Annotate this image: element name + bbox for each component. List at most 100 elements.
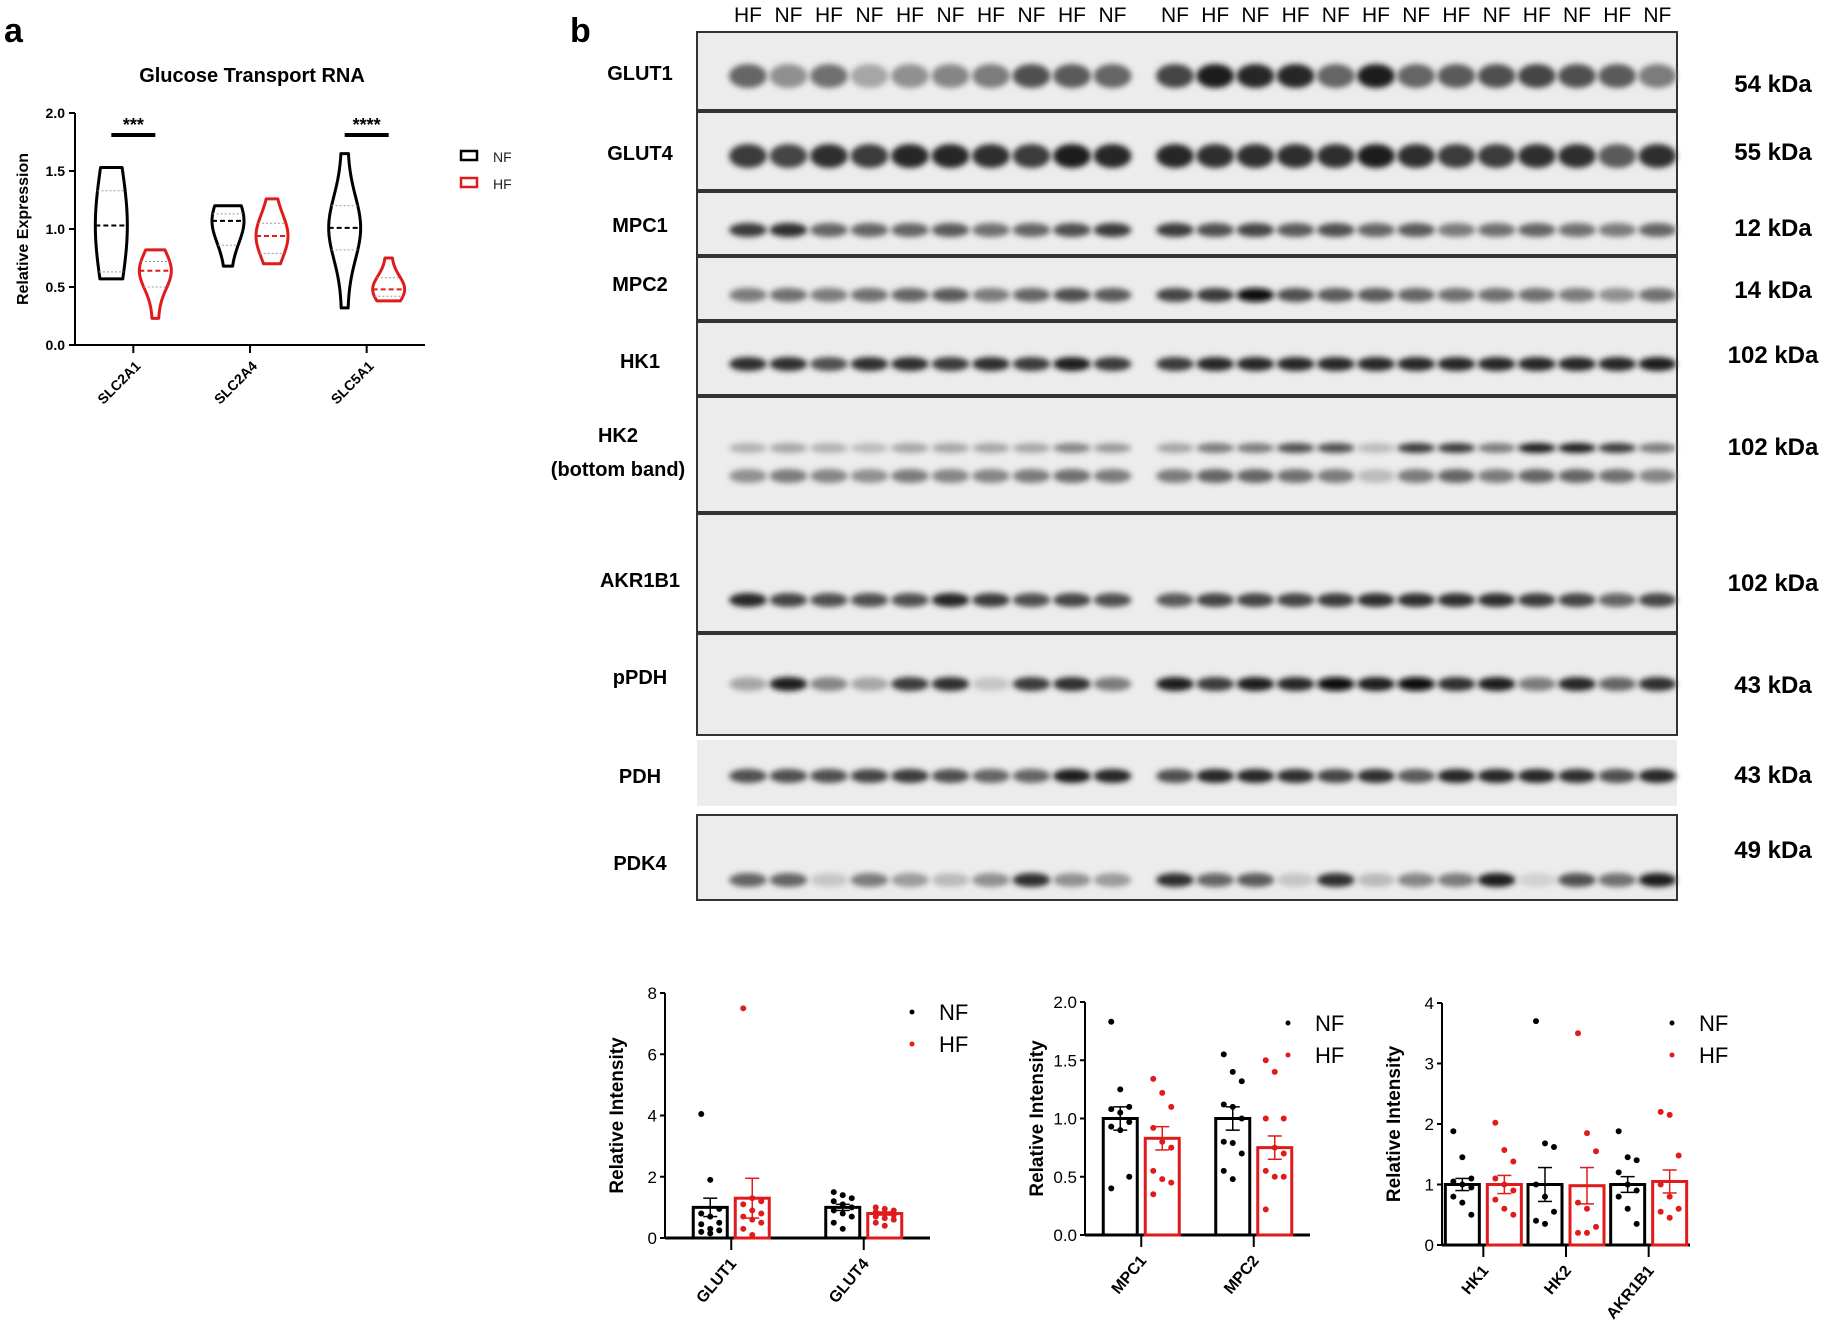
band <box>1357 873 1395 887</box>
band <box>850 64 889 88</box>
data-point-nf <box>1450 1128 1457 1135</box>
band <box>1053 469 1091 483</box>
y-tick-label: 1.5 <box>1053 1051 1077 1070</box>
data-point-hf <box>881 1210 888 1217</box>
band <box>769 593 808 607</box>
y-tick-label: 0.0 <box>1053 1226 1077 1245</box>
y-tick-label: 3 <box>1425 1055 1434 1074</box>
blot-row-pdk4 <box>696 814 1678 901</box>
data-point-nf <box>1117 1086 1124 1093</box>
y-axis-label: Relative Intensity <box>1384 1045 1405 1202</box>
band <box>1477 443 1516 453</box>
band <box>1638 593 1677 607</box>
y-tick-label: 8 <box>648 984 657 1003</box>
band <box>1477 288 1516 302</box>
legend-marker-hf <box>909 1041 915 1047</box>
band <box>1012 873 1051 887</box>
band <box>1558 357 1596 371</box>
data-point-hf <box>1575 1229 1581 1236</box>
band <box>1558 873 1596 887</box>
band <box>1598 64 1637 88</box>
data-point-hf <box>1666 1193 1673 1200</box>
lane-label: HF <box>1058 4 1086 27</box>
blot-row-mpc1 <box>696 191 1678 256</box>
band <box>1437 769 1476 783</box>
band <box>1093 469 1132 483</box>
violin-hf <box>254 197 290 266</box>
band <box>1397 873 1436 887</box>
band <box>972 443 1010 453</box>
lane-label: NF <box>1241 4 1269 27</box>
blot-membrane <box>696 396 1678 513</box>
band <box>1477 64 1516 88</box>
bar-chart-mpc: 0.0 0.5 1.0 1.5 2.0 Relative Intensity MPC1 MPC… <box>1027 993 1344 1298</box>
data-point-hf <box>1150 1075 1157 1082</box>
bar-hf <box>1143 1136 1181 1237</box>
data-point-hf <box>740 1225 747 1232</box>
band <box>1093 223 1132 237</box>
kda-label: 102 kDa <box>1728 570 1819 597</box>
band <box>1477 593 1516 607</box>
data-point-nf <box>707 1230 714 1237</box>
blot-row-ppdh <box>696 633 1678 736</box>
data-point-nf <box>839 1225 846 1232</box>
band <box>1196 677 1235 691</box>
band <box>1316 443 1355 453</box>
band <box>891 144 929 168</box>
x-tick-label: HK2 <box>1541 1263 1575 1299</box>
band <box>1276 443 1315 453</box>
violin-hf <box>371 256 407 303</box>
data-point-hf <box>890 1216 897 1223</box>
band <box>810 357 848 371</box>
data-point-hf <box>749 1207 756 1214</box>
kda-label: 43 kDa <box>1734 762 1812 789</box>
band <box>891 64 929 88</box>
band <box>1196 144 1235 168</box>
data-point-nf <box>1624 1154 1631 1161</box>
bar-nf <box>1609 1183 1647 1247</box>
data-point-hf <box>1666 1111 1673 1118</box>
band <box>1437 873 1476 887</box>
protein-label: PDH <box>619 766 661 788</box>
band <box>972 288 1010 302</box>
x-tick-label: SLC2A1 <box>94 358 143 407</box>
panel-label-b: b <box>570 12 591 50</box>
data-point-hf <box>1657 1181 1664 1188</box>
band <box>769 223 808 237</box>
band <box>1357 677 1395 691</box>
data-point-nf <box>1459 1199 1466 1206</box>
band <box>1316 873 1355 887</box>
band <box>1012 357 1051 371</box>
band <box>1156 357 1194 371</box>
data-point-hf <box>1675 1152 1682 1159</box>
band <box>1316 288 1355 302</box>
data-point-hf <box>872 1213 879 1220</box>
blot-row-hk2 <box>696 396 1678 513</box>
data-point-hf <box>1262 1167 1269 1174</box>
band <box>891 469 929 483</box>
band <box>1093 288 1132 302</box>
band <box>729 593 767 607</box>
band <box>1053 593 1091 607</box>
band <box>1558 469 1596 483</box>
band <box>931 593 970 607</box>
y-tick-label: 2 <box>1425 1115 1434 1134</box>
band <box>1012 677 1051 691</box>
band <box>1357 288 1395 302</box>
band <box>810 769 848 783</box>
data-point-nf <box>1108 1106 1115 1113</box>
band <box>729 677 767 691</box>
band <box>850 593 889 607</box>
data-point-hf <box>881 1215 888 1222</box>
band <box>1638 288 1677 302</box>
band <box>1638 769 1677 783</box>
data-point-hf <box>1150 1124 1157 1131</box>
band <box>1437 469 1476 483</box>
band <box>1598 469 1637 483</box>
band <box>850 769 889 783</box>
kda-label: 55 kDa <box>1734 139 1812 166</box>
bar-chart-hk: 0 1 2 3 4 Relative Intensity HK1 HK2 AKR1B1 NF HF <box>1384 994 1728 1323</box>
band <box>891 593 929 607</box>
data-point-nf <box>839 1210 846 1217</box>
data-point-nf <box>1551 1143 1557 1150</box>
